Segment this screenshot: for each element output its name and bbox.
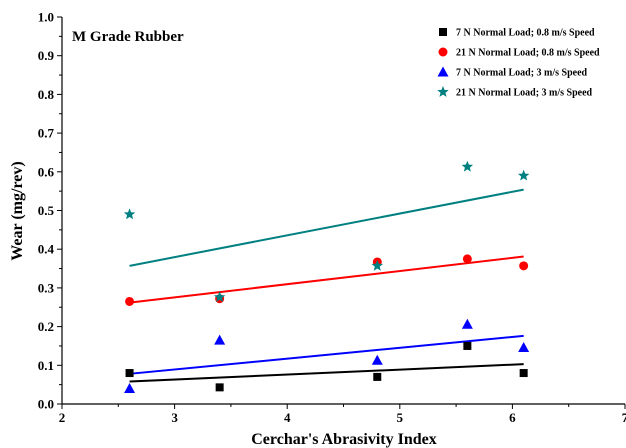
y-tick-label: 0.2 [38, 319, 54, 334]
data-point-series-1 [519, 369, 528, 378]
data-point-series-1 [463, 341, 472, 350]
fit-lines [129, 188, 524, 383]
y-axis-title: Wear (mg/rev) [9, 161, 26, 260]
data-point-series-3 [461, 318, 473, 329]
data-point-series-3 [214, 334, 226, 345]
data-point-series-2 [519, 261, 529, 271]
data-point-series-4 [461, 160, 474, 172]
plot-title: M Grade Rubber [72, 29, 184, 45]
fit-line-series-1 [129, 363, 524, 383]
legend-marker-series-2 [438, 47, 448, 57]
legend-label-series-3: 7 N Normal Load; 3 m/s Speed [456, 68, 588, 79]
data-point-series-4 [371, 259, 383, 271]
fit-line-series-4 [129, 188, 524, 267]
y-tick-label: 0.1 [38, 358, 54, 373]
legend-label-series-1: 7 N Normal Load; 0.8 m/s Speed [456, 28, 595, 39]
x-tick-label: 2 [59, 410, 66, 425]
legend: 7 N Normal Load; 0.8 m/s Speed 21 N Norma… [437, 28, 600, 99]
data-point-series-3 [518, 341, 530, 352]
legend-marker-series-1 [439, 28, 447, 36]
data-points [123, 160, 530, 394]
legend-label-series-2: 21 N Normal Load; 0.8 m/s Speed [456, 48, 600, 59]
y-tick-label: 0.7 [38, 126, 55, 141]
x-axis-title: Cerchar's Abrasivity Index [251, 431, 436, 448]
legend-marker-series-4 [437, 86, 449, 97]
data-point-series-1 [373, 372, 382, 381]
x-tick-label: 7 [622, 410, 626, 425]
data-point-series-4 [123, 208, 136, 220]
data-point-series-3 [371, 354, 383, 365]
x-tick-label: 4 [284, 410, 291, 425]
legend-label-series-4: 21 N Normal Load; 3 m/s Speed [456, 88, 593, 99]
y-tick-label: 0.5 [38, 203, 55, 218]
x-tick-label: 3 [171, 410, 178, 425]
y-tick-label: 0.6 [38, 164, 55, 179]
data-point-series-4 [213, 291, 226, 303]
y-tick-label: 0.9 [38, 48, 55, 63]
y-tick-label: 1.0 [38, 10, 54, 25]
y-tick-label: 0.8 [38, 87, 55, 102]
x-tick-label: 5 [397, 410, 404, 425]
x-tick-label: 6 [509, 410, 516, 425]
data-point-series-1 [125, 369, 134, 378]
data-point-series-2 [462, 254, 472, 264]
y-tick-label: 0.3 [38, 280, 55, 295]
fit-line-series-3 [129, 334, 524, 375]
fit-line-series-2 [129, 255, 524, 304]
data-point-series-4 [517, 169, 530, 181]
data-point-series-1 [215, 383, 224, 392]
y-tick-label: 0.0 [38, 397, 54, 412]
y-tick-label: 0.4 [38, 242, 55, 257]
legend-marker-series-3 [437, 66, 449, 77]
data-point-series-2 [125, 296, 135, 306]
axes: 2 3 4 5 6 7 0.0 0.1 0.2 0.3 0.4 0.5 0.6 0.7 0.8 0.9 1.0 [38, 10, 626, 426]
data-point-series-3 [124, 383, 136, 394]
